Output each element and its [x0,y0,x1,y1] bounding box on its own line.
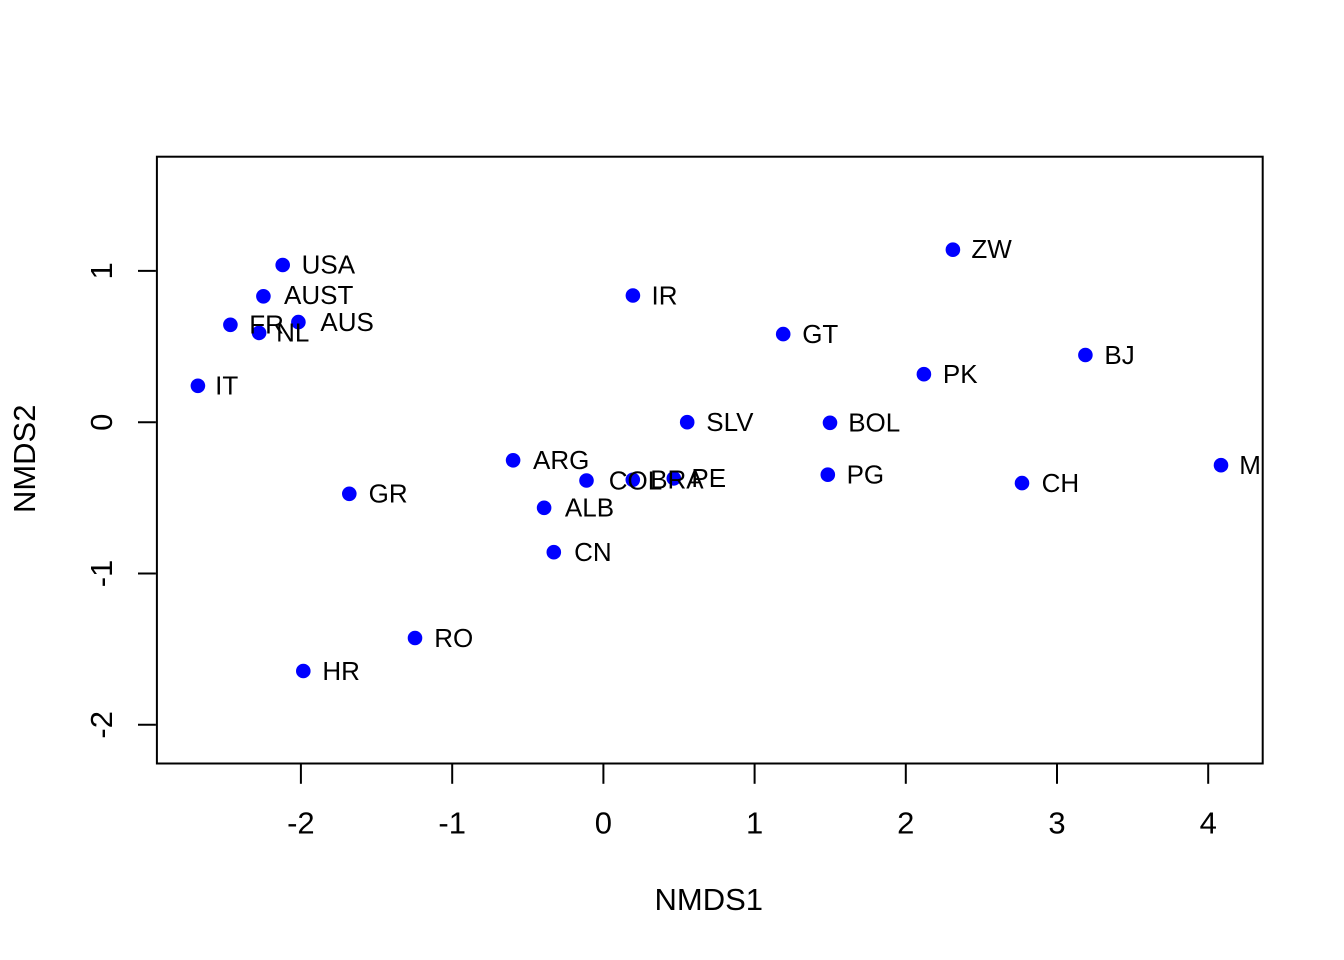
svg-text:IT: IT [215,371,238,401]
svg-text:GT: GT [802,319,838,349]
svg-text:BRA: BRA [650,465,704,495]
svg-text:4: 4 [1200,806,1217,841]
svg-text:COL: COL [609,465,662,495]
svg-text:-2: -2 [84,711,119,739]
svg-text:USA: USA [302,250,356,280]
svg-text:0: 0 [595,806,612,841]
svg-text:CN: CN [574,537,612,567]
svg-text:HR: HR [322,656,360,686]
svg-text:BJ: BJ [1104,340,1134,370]
svg-text:NMDS1: NMDS1 [655,882,764,917]
svg-text:IR: IR [652,280,678,310]
svg-text:PK: PK [943,359,978,389]
svg-text:PE: PE [691,463,726,493]
svg-text:PG: PG [847,460,885,490]
svg-text:M: M [1239,450,1261,480]
svg-text:AUST: AUST [284,280,353,310]
svg-text:0: 0 [84,414,119,431]
svg-text:BOL: BOL [848,408,900,438]
svg-text:-1: -1 [438,806,466,841]
svg-text:CH: CH [1042,468,1080,498]
svg-text:GR: GR [369,479,408,509]
svg-text:3: 3 [1048,806,1065,841]
svg-text:1: 1 [746,806,763,841]
svg-text:ARG: ARG [533,445,589,475]
svg-text:NL: NL [276,317,309,347]
svg-text:-1: -1 [84,560,119,588]
svg-text:2: 2 [897,806,914,841]
svg-text:ALB: ALB [565,493,614,523]
svg-text:RO: RO [434,623,473,653]
svg-text:-2: -2 [287,806,315,841]
svg-text:FR: FR [249,310,284,340]
svg-text:ZW: ZW [971,234,1012,264]
svg-text:AUS: AUS [320,307,373,337]
svg-text:1: 1 [84,262,119,279]
svg-text:NMDS2: NMDS2 [7,405,42,514]
svg-text:SLV: SLV [706,407,754,437]
